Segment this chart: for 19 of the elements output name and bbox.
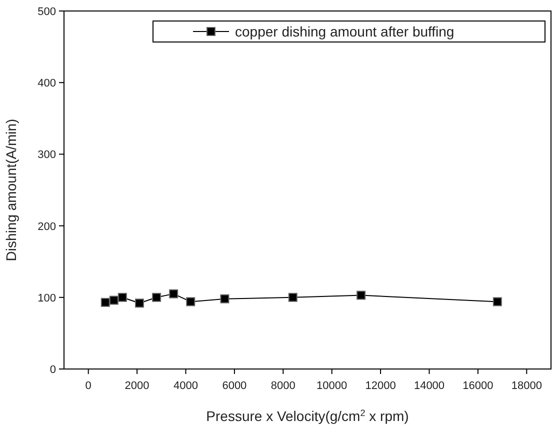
x-tick-label: 16000: [462, 380, 494, 392]
y-tick-label: 0: [50, 364, 56, 376]
x-tick-label: 14000: [414, 380, 445, 392]
y-tick-label: 200: [38, 220, 56, 233]
y-tick-label: 100: [38, 292, 56, 304]
x-axis-title: Pressure x Velocity(g/cm$^{2}$ x rpm): [206, 408, 409, 424]
y-tick-label: 300: [38, 149, 56, 162]
y-tick-label: 400: [38, 78, 56, 90]
x-tick-label: 2000: [124, 380, 150, 392]
x-tick-label: 4000: [174, 380, 198, 392]
legend-label: copper dishing amount after buffing: [235, 24, 454, 40]
x-tick-label: 18000: [511, 380, 542, 392]
x-tick-label: 12000: [365, 380, 396, 392]
y-axis-title: Dishing amount(A/min): [3, 118, 19, 262]
x-tick-label: 0: [85, 380, 92, 392]
x-tick-label: 10000: [316, 380, 348, 392]
y-tick-label: 500: [38, 6, 56, 18]
x-tick-label: 8000: [270, 380, 296, 392]
x-tick-label: 6000: [222, 380, 247, 392]
